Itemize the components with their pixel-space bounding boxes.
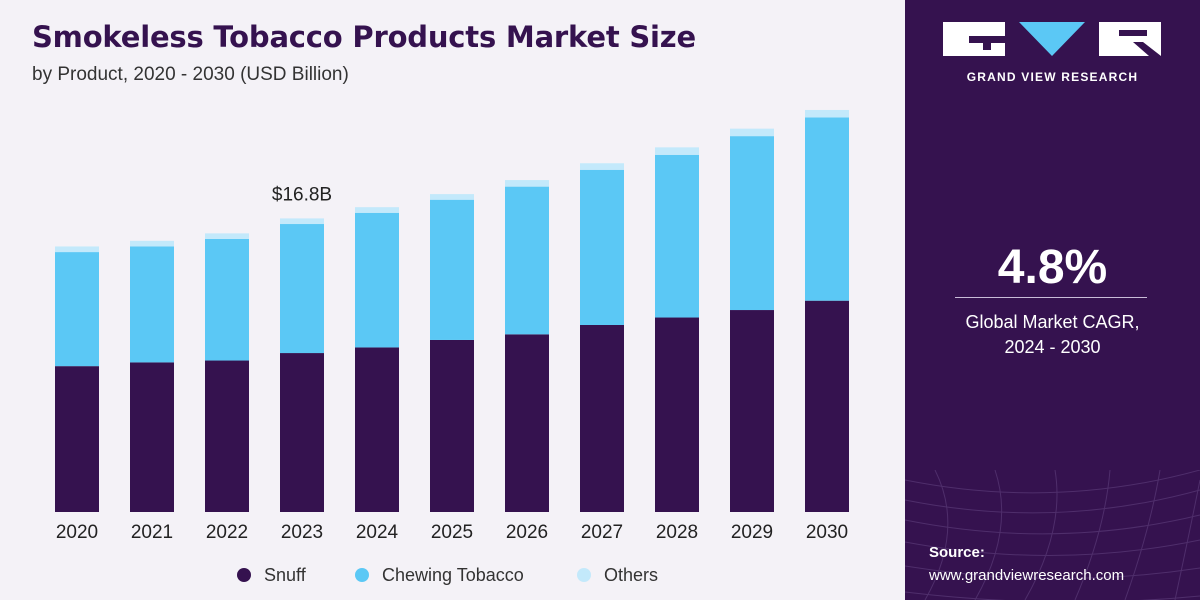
legend-label-others: Others (604, 565, 658, 585)
source-title: Source: (929, 544, 985, 561)
bar-others-2027 (580, 163, 624, 170)
info-panel: GRAND VIEW RESEARCH 4.8% Global Market C… (905, 0, 1200, 600)
cagr-label-line2: 2024 - 2030 (1004, 337, 1101, 357)
bar-snuff-2030 (805, 300, 849, 512)
bar-chewing-tobacco-2022 (205, 238, 249, 361)
cagr-label: Global Market CAGR, 2024 - 2030 (905, 310, 1200, 360)
bar-snuff-2029 (730, 310, 774, 512)
bar-snuff-2020 (55, 366, 99, 512)
decorative-grid-icon (905, 470, 1200, 600)
bar-chewing-tobacco-2030 (805, 117, 849, 301)
chart-title: Smokeless Tobacco Products Market Size (32, 20, 696, 54)
brand-name: GRAND VIEW RESEARCH (966, 70, 1139, 84)
bar-chewing-tobacco-2027 (580, 169, 624, 325)
x-tick-label-2029: 2029 (731, 522, 773, 543)
x-tick-label-2027: 2027 (581, 522, 623, 543)
x-tick-label-2022: 2022 (206, 522, 248, 543)
gvr-logo-icon (943, 22, 1161, 56)
x-tick-label-2030: 2030 (806, 522, 848, 543)
x-tick-label-2026: 2026 (506, 522, 548, 543)
cagr-value: 4.8% (997, 241, 1108, 294)
bar-others-2026 (505, 180, 549, 187)
bar-others-2023 (280, 218, 324, 225)
data-label-2023: $16.8B (272, 184, 332, 205)
bar-others-2024 (355, 207, 399, 213)
bar-chewing-tobacco-2020 (55, 252, 99, 367)
cagr-divider (955, 297, 1147, 298)
bar-chewing-tobacco-2029 (730, 136, 774, 311)
cagr-label-line1: Global Market CAGR, (965, 312, 1140, 332)
bar-others-2029 (730, 128, 774, 137)
legend-label-snuff: Snuff (264, 565, 307, 585)
legend-marker-snuff (237, 568, 251, 582)
chart-subtitle: by Product, 2020 - 2030 (USD Billion) (32, 64, 349, 85)
bar-snuff-2024 (355, 347, 399, 512)
x-tick-label-2028: 2028 (656, 522, 698, 543)
bar-snuff-2027 (580, 325, 624, 512)
bar-others-2022 (205, 233, 249, 239)
bar-snuff-2021 (130, 362, 174, 512)
bar-others-2030 (805, 109, 849, 118)
bar-chewing-tobacco-2028 (655, 154, 699, 318)
bar-others-2028 (655, 147, 699, 155)
x-tick-label-2021: 2021 (131, 522, 173, 543)
bar-snuff-2028 (655, 317, 699, 512)
legend-marker-others (577, 568, 591, 582)
bar-snuff-2025 (430, 339, 474, 512)
source-url: www.grandviewresearch.com (929, 567, 1125, 584)
chart-area: Smokeless Tobacco Products Market Size b… (0, 0, 905, 600)
stacked-bar-chart: 2020 2021 2022 2023 $16.8B 2024 2025 2026 2027 20… (55, 109, 849, 585)
bar-chewing-tobacco-2026 (505, 186, 549, 335)
legend-marker-chewing-tobacco (355, 568, 369, 582)
x-tick-label-2023: 2023 (281, 522, 323, 543)
x-tick-label-2020: 2020 (56, 522, 98, 543)
bar-snuff-2026 (505, 334, 549, 512)
bar-chewing-tobacco-2021 (130, 246, 174, 363)
x-tick-label-2024: 2024 (356, 522, 399, 543)
bar-others-2021 (130, 240, 174, 247)
bar-others-2025 (430, 194, 474, 200)
x-tick-label-2025: 2025 (431, 522, 473, 543)
bar-chewing-tobacco-2025 (430, 199, 474, 340)
legend-label-chewing-tobacco: Chewing Tobacco (382, 565, 524, 585)
bar-chewing-tobacco-2024 (355, 212, 399, 348)
bar-snuff-2023 (280, 353, 324, 512)
bar-chewing-tobacco-2023 (280, 224, 324, 354)
bar-snuff-2022 (205, 360, 249, 512)
bar-others-2020 (55, 246, 99, 253)
